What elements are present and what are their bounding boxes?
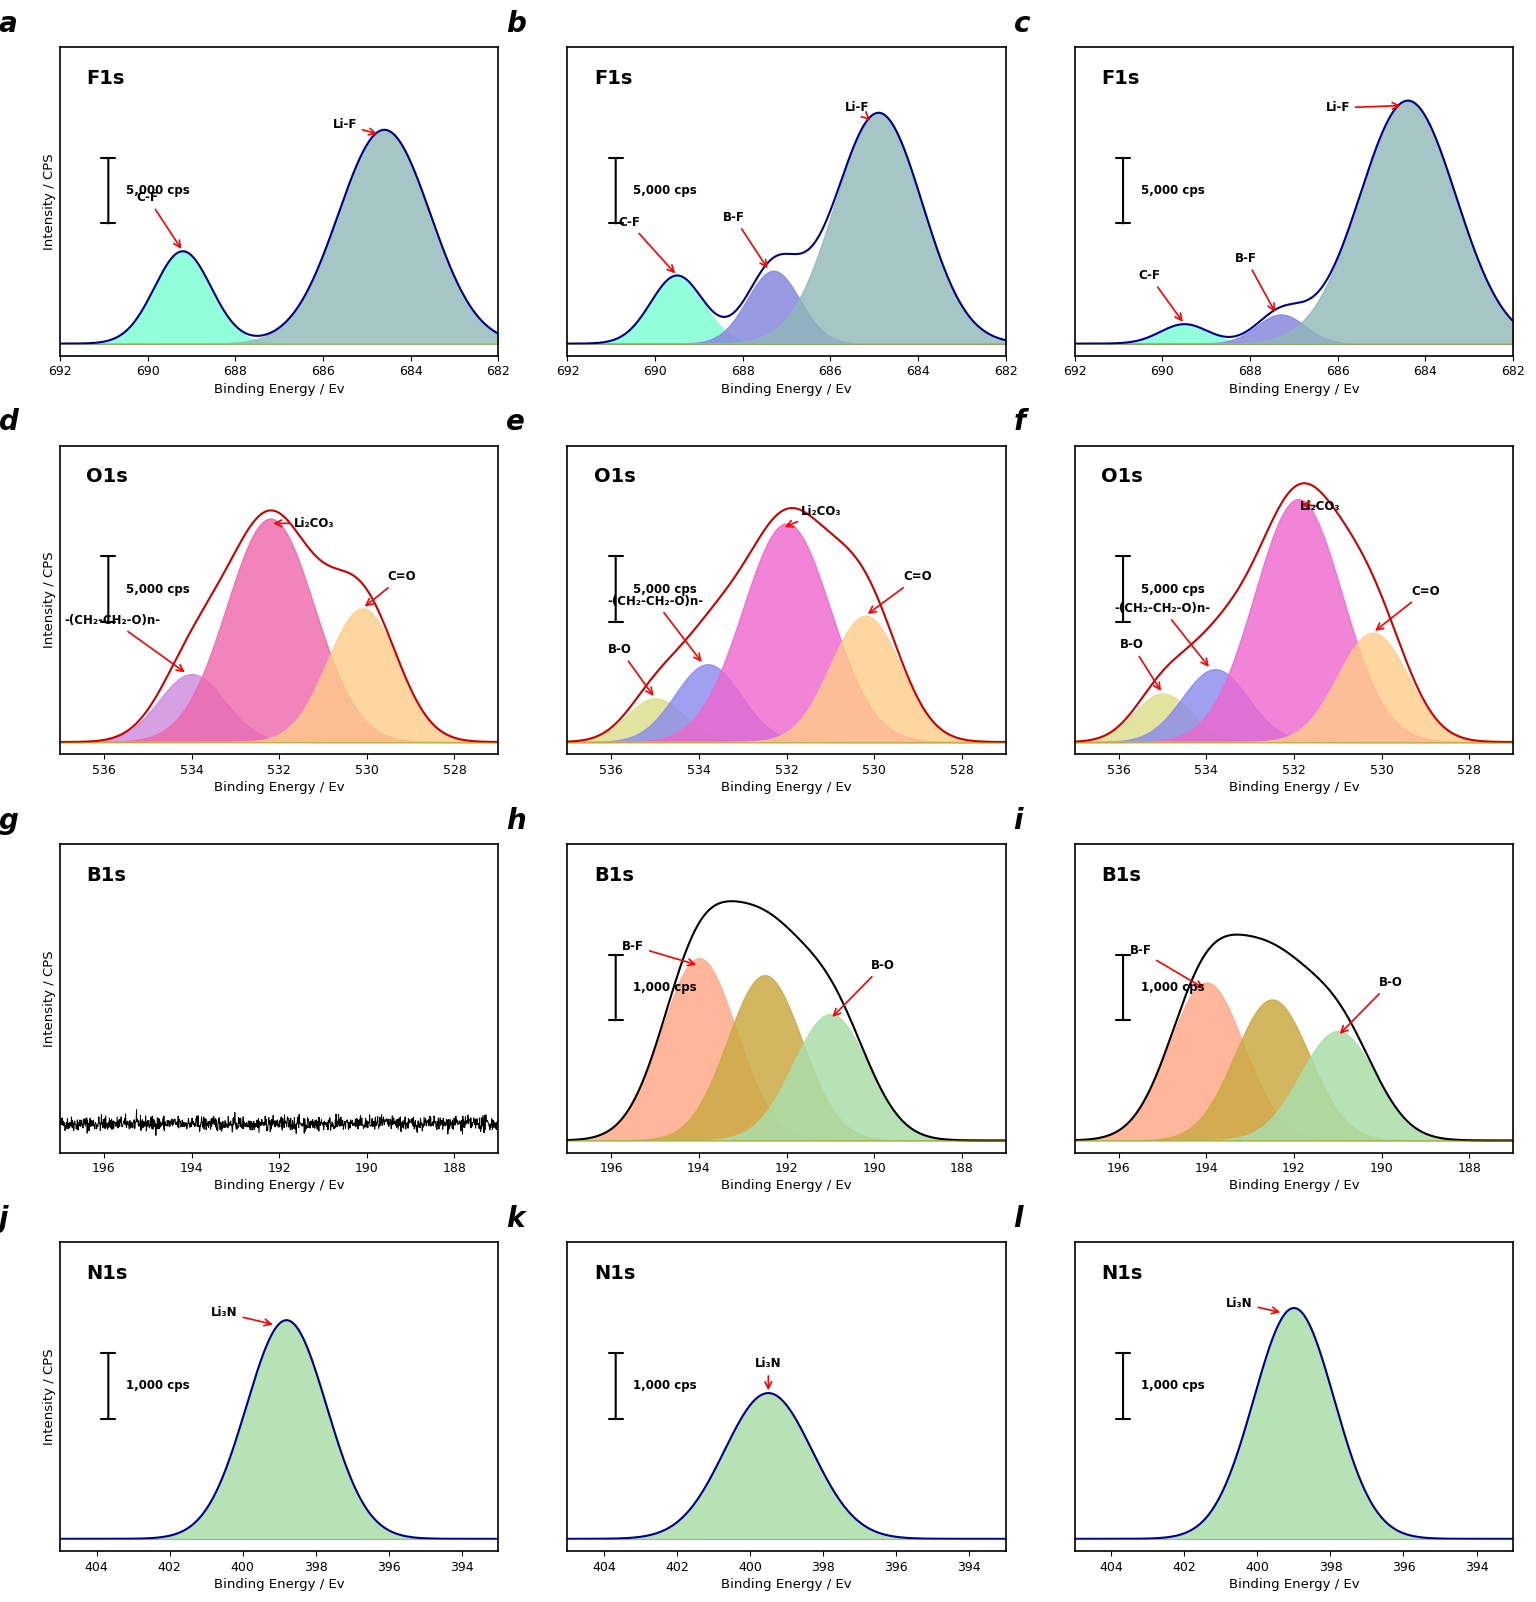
Text: C=O: C=O <box>1376 585 1439 630</box>
Text: g: g <box>0 807 18 835</box>
Y-axis label: Intensity / CPS: Intensity / CPS <box>43 1349 55 1445</box>
X-axis label: Binding Energy / Ev: Binding Energy / Ev <box>214 1179 344 1192</box>
Text: 1,000 cps: 1,000 cps <box>1141 1379 1204 1392</box>
Text: N1s: N1s <box>594 1264 636 1283</box>
Text: b: b <box>507 10 525 38</box>
Text: B-F: B-F <box>1129 945 1203 987</box>
Text: B1s: B1s <box>86 865 126 884</box>
Text: a: a <box>0 10 17 38</box>
Text: Li-F: Li-F <box>333 119 375 135</box>
Text: -(CH₂-CH₂-O)n-: -(CH₂-CH₂-O)n- <box>1115 602 1210 665</box>
Text: O1s: O1s <box>86 468 127 485</box>
Text: Li₃N: Li₃N <box>210 1306 270 1325</box>
Text: O1s: O1s <box>1101 468 1143 485</box>
Text: c: c <box>1014 10 1031 38</box>
X-axis label: Binding Energy / Ev: Binding Energy / Ev <box>722 1578 852 1591</box>
Text: Li₂CO₃: Li₂CO₃ <box>1299 500 1341 513</box>
Y-axis label: Intensity / CPS: Intensity / CPS <box>43 950 55 1046</box>
Text: 5,000 cps: 5,000 cps <box>633 184 697 197</box>
Text: F1s: F1s <box>86 69 124 88</box>
Text: B1s: B1s <box>1101 865 1141 884</box>
Text: 1,000 cps: 1,000 cps <box>633 980 697 993</box>
Text: Li₂CO₃: Li₂CO₃ <box>786 505 842 527</box>
Text: B-O: B-O <box>608 642 653 695</box>
Text: Li-F: Li-F <box>1326 101 1399 114</box>
X-axis label: Binding Energy / Ev: Binding Energy / Ev <box>214 782 344 795</box>
Y-axis label: Intensity / CPS: Intensity / CPS <box>43 551 55 649</box>
Text: C-F: C-F <box>617 216 674 272</box>
Text: N1s: N1s <box>86 1264 127 1283</box>
Text: B-F: B-F <box>723 211 766 268</box>
X-axis label: Binding Energy / Ev: Binding Energy / Ev <box>722 383 852 396</box>
X-axis label: Binding Energy / Ev: Binding Energy / Ev <box>1229 1179 1359 1192</box>
Text: Li-F: Li-F <box>845 101 869 119</box>
X-axis label: Binding Energy / Ev: Binding Energy / Ev <box>722 1179 852 1192</box>
Text: B-F: B-F <box>622 939 694 966</box>
Text: i: i <box>1014 807 1023 835</box>
Text: -(CH₂-CH₂-O)n-: -(CH₂-CH₂-O)n- <box>65 614 183 671</box>
X-axis label: Binding Energy / Ev: Binding Energy / Ev <box>214 1578 344 1591</box>
X-axis label: Binding Energy / Ev: Binding Energy / Ev <box>1229 383 1359 396</box>
Text: N1s: N1s <box>1101 1264 1143 1283</box>
Text: d: d <box>0 409 18 436</box>
Text: -(CH₂-CH₂-O)n-: -(CH₂-CH₂-O)n- <box>607 594 703 660</box>
Text: C-F: C-F <box>137 191 180 247</box>
Text: h: h <box>507 807 525 835</box>
Text: C-F: C-F <box>1138 269 1181 320</box>
Text: B-F: B-F <box>1235 252 1275 311</box>
Text: F1s: F1s <box>594 69 633 88</box>
Text: B1s: B1s <box>594 865 634 884</box>
Text: j: j <box>0 1205 8 1234</box>
X-axis label: Binding Energy / Ev: Binding Energy / Ev <box>1229 782 1359 795</box>
Text: 5,000 cps: 5,000 cps <box>633 583 697 596</box>
Text: Li₃N: Li₃N <box>1226 1296 1278 1314</box>
Text: 5,000 cps: 5,000 cps <box>1141 583 1204 596</box>
Text: B-O: B-O <box>834 960 895 1016</box>
Text: O1s: O1s <box>594 468 636 485</box>
X-axis label: Binding Energy / Ev: Binding Energy / Ev <box>722 782 852 795</box>
Text: 1,000 cps: 1,000 cps <box>126 1379 189 1392</box>
Text: C=O: C=O <box>869 570 932 614</box>
Y-axis label: Intensity / CPS: Intensity / CPS <box>43 154 55 250</box>
X-axis label: Binding Energy / Ev: Binding Energy / Ev <box>1229 1578 1359 1591</box>
Text: e: e <box>507 409 525 436</box>
Text: 5,000 cps: 5,000 cps <box>1141 184 1204 197</box>
Text: Li₃N: Li₃N <box>756 1357 782 1389</box>
Text: 5,000 cps: 5,000 cps <box>126 583 189 596</box>
Text: 1,000 cps: 1,000 cps <box>633 1379 697 1392</box>
Text: Li₂CO₃: Li₂CO₃ <box>275 517 335 530</box>
Text: B-O: B-O <box>1120 638 1160 689</box>
Text: B-O: B-O <box>1341 976 1402 1033</box>
Text: k: k <box>507 1205 525 1234</box>
X-axis label: Binding Energy / Ev: Binding Energy / Ev <box>214 383 344 396</box>
Text: F1s: F1s <box>1101 69 1140 88</box>
Text: f: f <box>1014 409 1026 436</box>
Text: 5,000 cps: 5,000 cps <box>126 184 189 197</box>
Text: l: l <box>1014 1205 1023 1234</box>
Text: C=O: C=O <box>366 570 416 606</box>
Text: 1,000 cps: 1,000 cps <box>1141 980 1204 993</box>
